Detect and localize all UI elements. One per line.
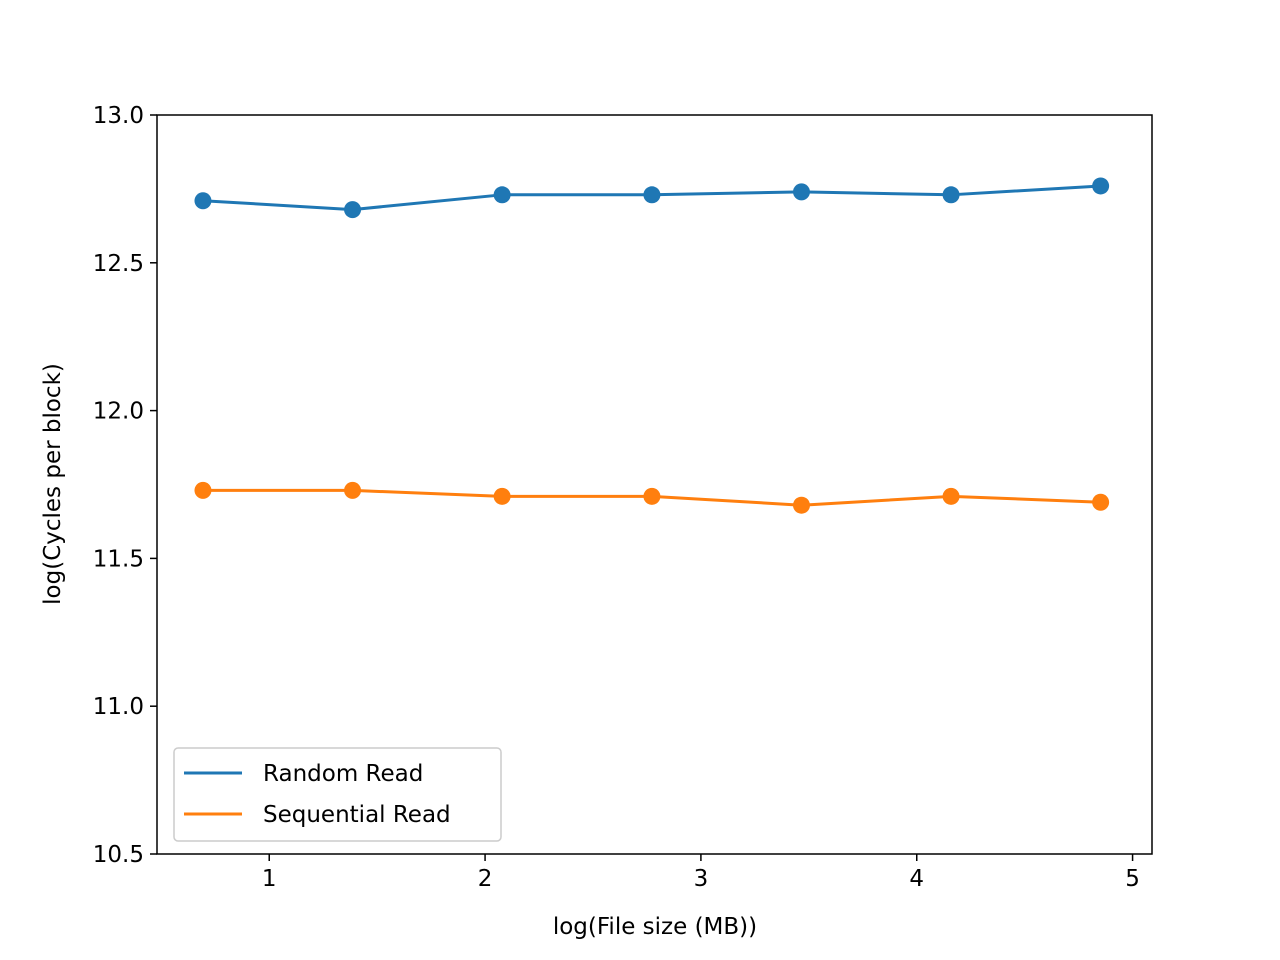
x-axis-label: log(File size (MB)): [553, 914, 757, 940]
legend-label: Sequential Read: [263, 802, 451, 828]
x-tick-label: 4: [909, 866, 924, 892]
y-tick-label: 12.0: [93, 399, 144, 425]
data-point: [1092, 493, 1110, 511]
y-tick-label: 10.5: [93, 842, 144, 868]
y-tick-label: 11.0: [93, 694, 144, 720]
x-tick-label: 2: [478, 866, 493, 892]
x-axis: 1 2 3 4 5: [262, 854, 1140, 892]
data-point: [942, 487, 960, 505]
plot-frame: [156, 114, 1153, 855]
x-tick-label: 5: [1125, 866, 1140, 892]
y-tick-label: 13.0: [93, 103, 144, 129]
data-point: [344, 201, 362, 219]
data-point: [493, 186, 511, 204]
data-point: [344, 481, 362, 499]
y-tick-label: 12.5: [93, 251, 144, 277]
x-tick-label: 3: [694, 866, 709, 892]
x-tick-label: 1: [262, 866, 277, 892]
plot-area: [194, 177, 1110, 514]
data-point: [643, 186, 661, 204]
legend-label: Random Read: [263, 761, 423, 787]
data-point: [493, 487, 511, 505]
data-point: [942, 186, 960, 204]
data-point: [194, 192, 212, 210]
legend-box: [173, 747, 502, 842]
data-point: [643, 487, 661, 505]
data-point: [792, 496, 810, 514]
y-axis-label: log(Cycles per block): [40, 363, 66, 605]
y-tick-label: 11.5: [93, 546, 144, 572]
data-point: [792, 183, 810, 201]
data-point: [194, 481, 212, 499]
y-axis: 10.5 11.0 11.5 12.0 12.5 13.0: [93, 103, 157, 868]
data-point: [1092, 177, 1110, 195]
legend: Random Read Sequential Read: [173, 747, 502, 842]
